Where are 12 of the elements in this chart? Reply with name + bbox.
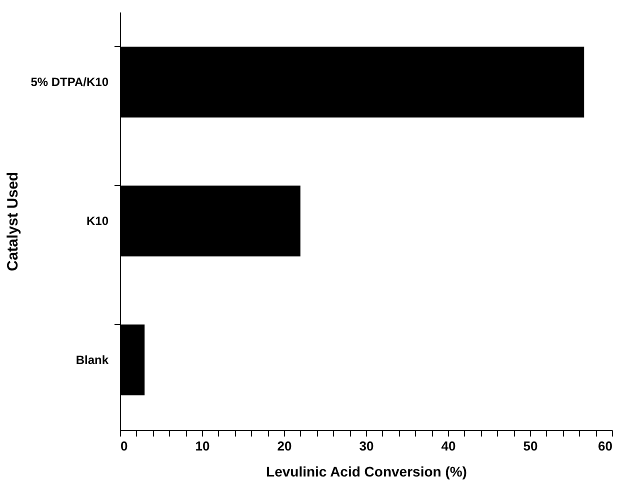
y-tick-label: 5% DTPA/K10	[30, 75, 109, 90]
x-tick-label: 30	[359, 438, 374, 454]
y-axis-title: Catalyst Used	[4, 172, 22, 272]
x-tick-label: 60	[598, 438, 612, 454]
x-tick-label: 20	[277, 438, 292, 454]
x-tick-label: 40	[441, 438, 456, 454]
x-tick-label: 0	[120, 438, 128, 454]
y-tick-label: K10	[86, 214, 109, 228]
x-axis-title: Levulinic Acid Conversion (%)	[266, 464, 467, 480]
x-tick-label: 10	[195, 438, 210, 454]
y-tick-label: Blank	[76, 352, 109, 367]
x-tick-label: 50	[523, 438, 538, 454]
